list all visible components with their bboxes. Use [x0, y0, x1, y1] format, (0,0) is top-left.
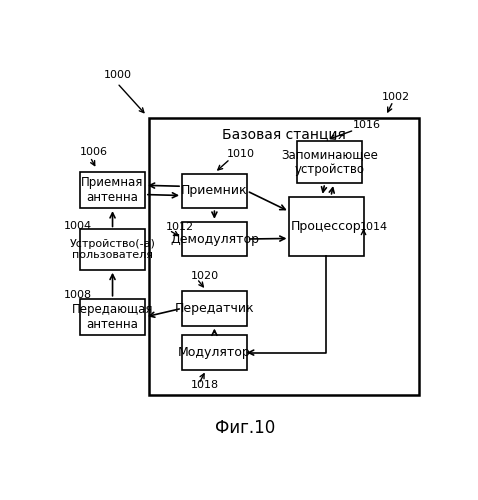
Text: Демодулятор: Демодулятор — [170, 232, 259, 245]
Text: Передающая
антенна: Передающая антенна — [72, 303, 153, 331]
Text: 1000: 1000 — [104, 70, 132, 81]
Text: Приемник: Приемник — [181, 184, 248, 198]
Text: 1018: 1018 — [191, 380, 219, 390]
Text: 1008: 1008 — [64, 290, 92, 300]
Text: Базовая станция: Базовая станция — [222, 128, 346, 141]
Bar — [80, 172, 145, 208]
Bar — [297, 141, 362, 183]
Text: 1020: 1020 — [191, 270, 219, 280]
Bar — [289, 196, 363, 256]
Text: Фиг.10: Фиг.10 — [215, 418, 275, 436]
Text: Процессор: Процессор — [291, 220, 362, 233]
Text: Модулятор: Модулятор — [178, 346, 251, 359]
Text: Устройство(-а)
пользователя: Устройство(-а) пользователя — [70, 239, 155, 260]
Bar — [182, 222, 247, 256]
Text: Запоминающее
устройство: Запоминающее устройство — [281, 148, 378, 176]
Text: 1010: 1010 — [227, 150, 254, 160]
Text: Приемная
антенна: Приемная антенна — [81, 176, 144, 204]
Bar — [182, 291, 247, 326]
Text: 1002: 1002 — [382, 92, 410, 102]
Text: 1004: 1004 — [64, 220, 92, 230]
Bar — [80, 298, 145, 336]
Text: 1012: 1012 — [165, 222, 194, 232]
Bar — [182, 174, 247, 208]
Text: Передатчик: Передатчик — [174, 302, 254, 315]
Bar — [80, 230, 145, 270]
Bar — [182, 336, 247, 370]
Bar — [149, 118, 419, 395]
Text: 1006: 1006 — [80, 148, 108, 158]
Text: 1016: 1016 — [352, 120, 380, 130]
Text: 1014: 1014 — [360, 222, 388, 232]
